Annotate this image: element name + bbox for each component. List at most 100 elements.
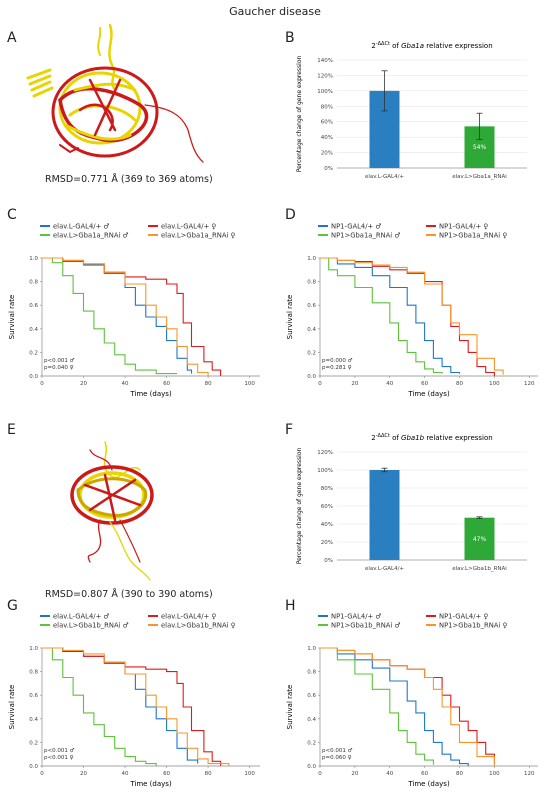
legend-label: NP1-GAL4/+ ♀ [439, 613, 488, 621]
panel-label-f: F [285, 422, 294, 438]
legend-label: NP1-GAL4/+ ♂ [331, 613, 381, 621]
x-tick-label: 100 [244, 381, 255, 387]
p-value-label: p=0.281 ♀ [322, 365, 352, 371]
x-tick-label: 0 [40, 381, 44, 387]
bar [369, 470, 400, 560]
survival-curve [320, 647, 434, 765]
x-tick-label: 20 [351, 381, 358, 387]
y-axis-label: Survival rate [286, 685, 294, 730]
legend-label: NP1-GAL4/+ ♀ [439, 223, 488, 231]
y-tick-label: 0.6 [29, 303, 38, 309]
y-axis-label: Percentage change of gene expression [296, 56, 303, 173]
bar-chart-gba1b: 2-ΔΔCt of Gba1b relative expression 0% 20%… [296, 433, 527, 572]
y-tick-label: 120% [317, 450, 333, 456]
y-tick-label: 0.6 [29, 693, 38, 699]
y-tick-label: 20% [321, 540, 333, 546]
title-post: relative expression [424, 42, 493, 50]
survival-curve [320, 257, 443, 374]
y-tick-label: 120% [317, 73, 333, 79]
x-tick-label: 60 [421, 771, 428, 777]
x-tick-label: 80 [205, 381, 212, 387]
survival-curve [42, 647, 222, 766]
survival-chart-d: NP1-GAL4/+ ♂ NP1-GAL4/+ ♀ NP1>Gba1a_RNAi ♂… [286, 223, 538, 398]
legend-label: elav.L-GAL4/+ ♂ [53, 613, 110, 621]
protein-structure-a [26, 23, 204, 163]
y-tick-label: 0.8 [29, 280, 38, 286]
chart-title: 2-ΔΔCt of Gba1b relative expression [371, 433, 492, 442]
survival-chart-h: NP1-GAL4/+ ♂ NP1-GAL4/+ ♀ NP1>Gba1b_RNAi ♂… [286, 613, 538, 788]
y-tick-label: 80% [321, 104, 333, 110]
data-label: 54% [473, 144, 487, 151]
x-tick-label: 40 [122, 771, 129, 777]
figure-title: Gaucher disease [229, 5, 321, 18]
y-tick-label: 0.2 [307, 350, 316, 356]
survival-curve [320, 257, 461, 374]
legend-label: elav.L>Gba1b_RNAi ♀ [161, 622, 236, 630]
y-tick-label: 0.2 [29, 350, 38, 356]
survival-curve [42, 647, 199, 764]
p-value-label: p<0.001 ♂ [44, 358, 75, 364]
y-tick-label: 40% [321, 522, 333, 528]
title-mid: of [390, 42, 401, 50]
y-tick-label: 1.0 [29, 646, 38, 652]
title-sup: -ΔΔCt [376, 433, 390, 439]
title-base: 2 [371, 42, 375, 50]
y-tick-label: 0.2 [29, 740, 38, 746]
y-tick-label: 0.0 [29, 764, 38, 770]
x-tick-label: 60 [163, 381, 170, 387]
survival-curve [42, 647, 230, 766]
p-value-label: p=0.000 ♂ [322, 358, 353, 364]
title-base: 2 [371, 434, 375, 442]
survival-curve [42, 257, 177, 375]
x-axis-label: Time (days) [129, 780, 172, 788]
title-gene: Gba1a [401, 42, 424, 50]
x-tick-label: 80 [456, 381, 463, 387]
legend-label: elav.L>Gba1a_RNAi ♀ [161, 232, 236, 240]
x-tick-label: 120 [524, 771, 535, 777]
x-tick-label: elav.L>Gba1b_RNAi [452, 566, 507, 572]
y-axis-label: Percentage change of gene expression [296, 448, 303, 565]
title-gene: Gba1b [401, 434, 425, 442]
survival-curve [320, 647, 495, 766]
y-tick-label: 100% [317, 468, 333, 474]
y-tick-label: 0.2 [307, 740, 316, 746]
panel-label-a: A [7, 30, 17, 46]
legend-label: NP1>Gba1a_RNAi ♀ [439, 232, 507, 240]
p-value-label: p<0.001 ♀ [44, 755, 74, 761]
rmsd-text-a: RMSD=0.771 Å (369 to 369 atoms) [45, 174, 213, 185]
x-tick-label: 0 [318, 381, 322, 387]
y-tick-label: 0.8 [307, 280, 316, 286]
x-tick-label: elav.L-GAL4/+ [365, 174, 404, 180]
y-tick-label: 60% [321, 504, 333, 510]
legend-label: elav.L-GAL4/+ ♀ [161, 613, 216, 621]
x-tick-label: 40 [386, 381, 393, 387]
survival-curve [42, 257, 209, 376]
legend-label: elav.L-GAL4/+ ♀ [161, 223, 216, 231]
panel-label-e: E [7, 422, 16, 438]
y-tick-label: 0.8 [29, 670, 38, 676]
legend-label: NP1>Gba1b_RNAi ♀ [439, 622, 507, 630]
p-value-label: p=0.040 ♀ [44, 365, 74, 371]
y-tick-label: 0.0 [307, 764, 316, 770]
x-axis-label: Time (days) [129, 390, 172, 398]
p-value-label: p=0.060 ♀ [322, 755, 352, 761]
y-tick-label: 0% [324, 166, 333, 172]
bar [464, 517, 495, 560]
legend-label: elav.L>Gba1b_RNAi ♂ [53, 622, 129, 630]
x-tick-label: 20 [351, 771, 358, 777]
x-tick-label: 0 [40, 771, 44, 777]
legend-label: NP1-GAL4/+ ♂ [331, 223, 381, 231]
x-tick-label: 120 [524, 381, 535, 387]
p-value-label: p<0.001 ♂ [44, 748, 75, 754]
y-tick-label: 0.0 [307, 374, 316, 380]
legend-label: NP1>Gba1b_RNAi ♂ [331, 622, 401, 630]
x-tick-label: 40 [122, 381, 129, 387]
y-tick-label: 0.6 [307, 303, 316, 309]
y-tick-label: 100% [317, 89, 333, 95]
title-mid: of [390, 434, 401, 442]
y-axis-label: Survival rate [8, 685, 16, 730]
y-axis-label: Survival rate [8, 295, 16, 340]
chart-title: 2-ΔΔCt of Gba1a relative expression [371, 41, 492, 50]
panel-label-c: C [7, 207, 17, 223]
title-sup: -ΔΔCt [376, 41, 390, 47]
